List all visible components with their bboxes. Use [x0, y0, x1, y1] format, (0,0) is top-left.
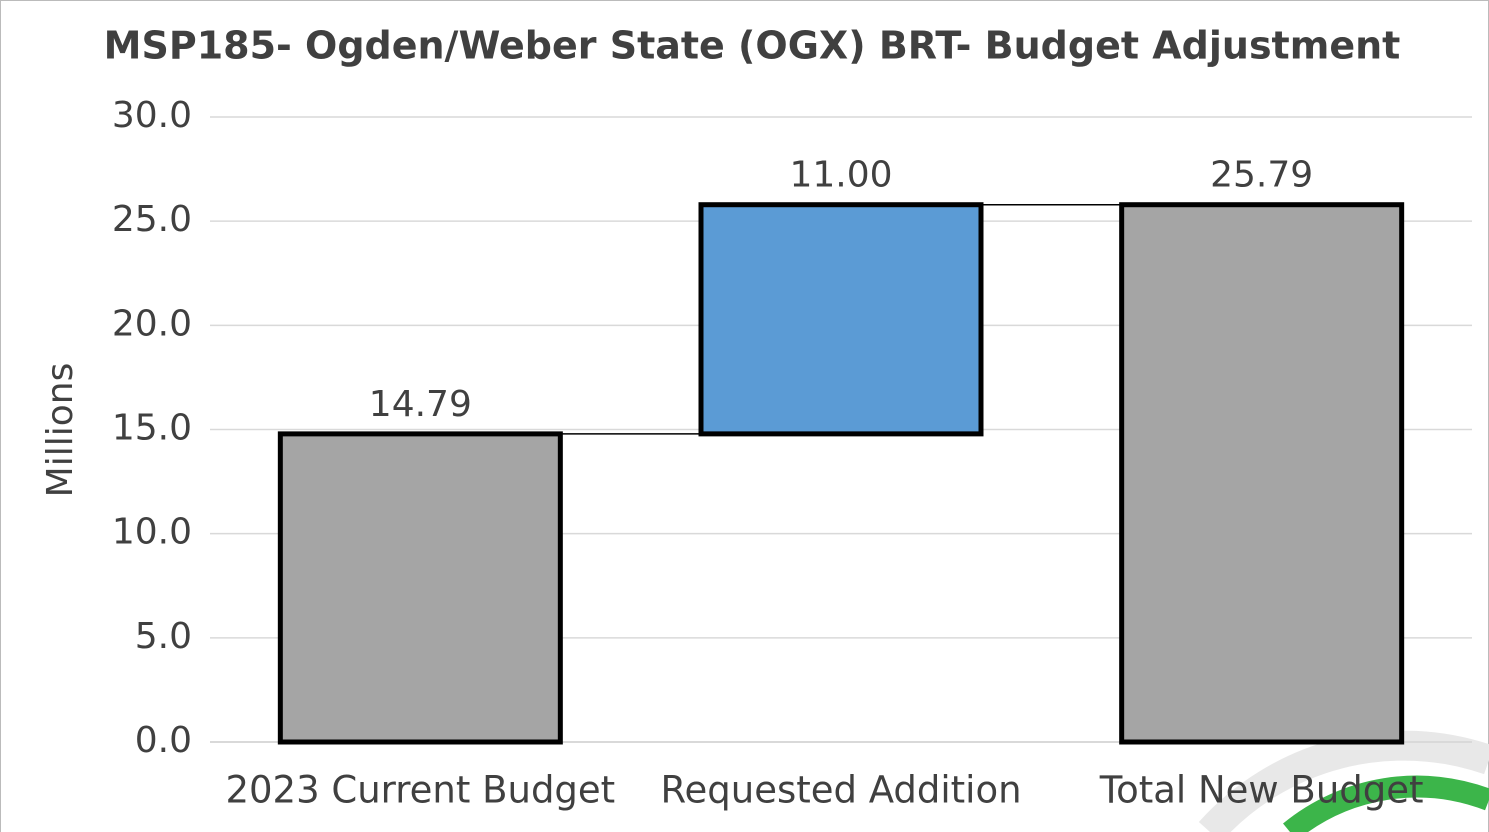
y-axis-label: Millions [40, 363, 81, 498]
data-label: 14.79 [369, 384, 472, 425]
y-tick-label: 10.0 [112, 512, 192, 553]
x-tick-label: Total New Budget [1099, 769, 1424, 812]
bar [1119, 202, 1405, 745]
y-tick-label: 30.0 [112, 95, 192, 136]
chart-title: MSP185- Ogden/Weber State (OGX) BRT- Bud… [104, 24, 1401, 68]
decoration-arc-green [1283, 775, 1489, 832]
decoration-arc [1198, 730, 1489, 832]
x-tick-label: Requested Addition [660, 769, 1021, 812]
x-tick-label: 2023 Current Budget [225, 769, 615, 812]
bar [698, 202, 984, 437]
data-label: 11.00 [789, 155, 892, 196]
y-tick-label: 25.0 [112, 199, 192, 240]
bar [277, 431, 563, 745]
y-tick-label: 0.0 [135, 720, 192, 761]
y-tick-label: 20.0 [112, 303, 192, 344]
data-label: 25.79 [1210, 155, 1313, 196]
y-tick-label: 15.0 [112, 408, 192, 449]
y-tick-label: 5.0 [135, 616, 192, 657]
